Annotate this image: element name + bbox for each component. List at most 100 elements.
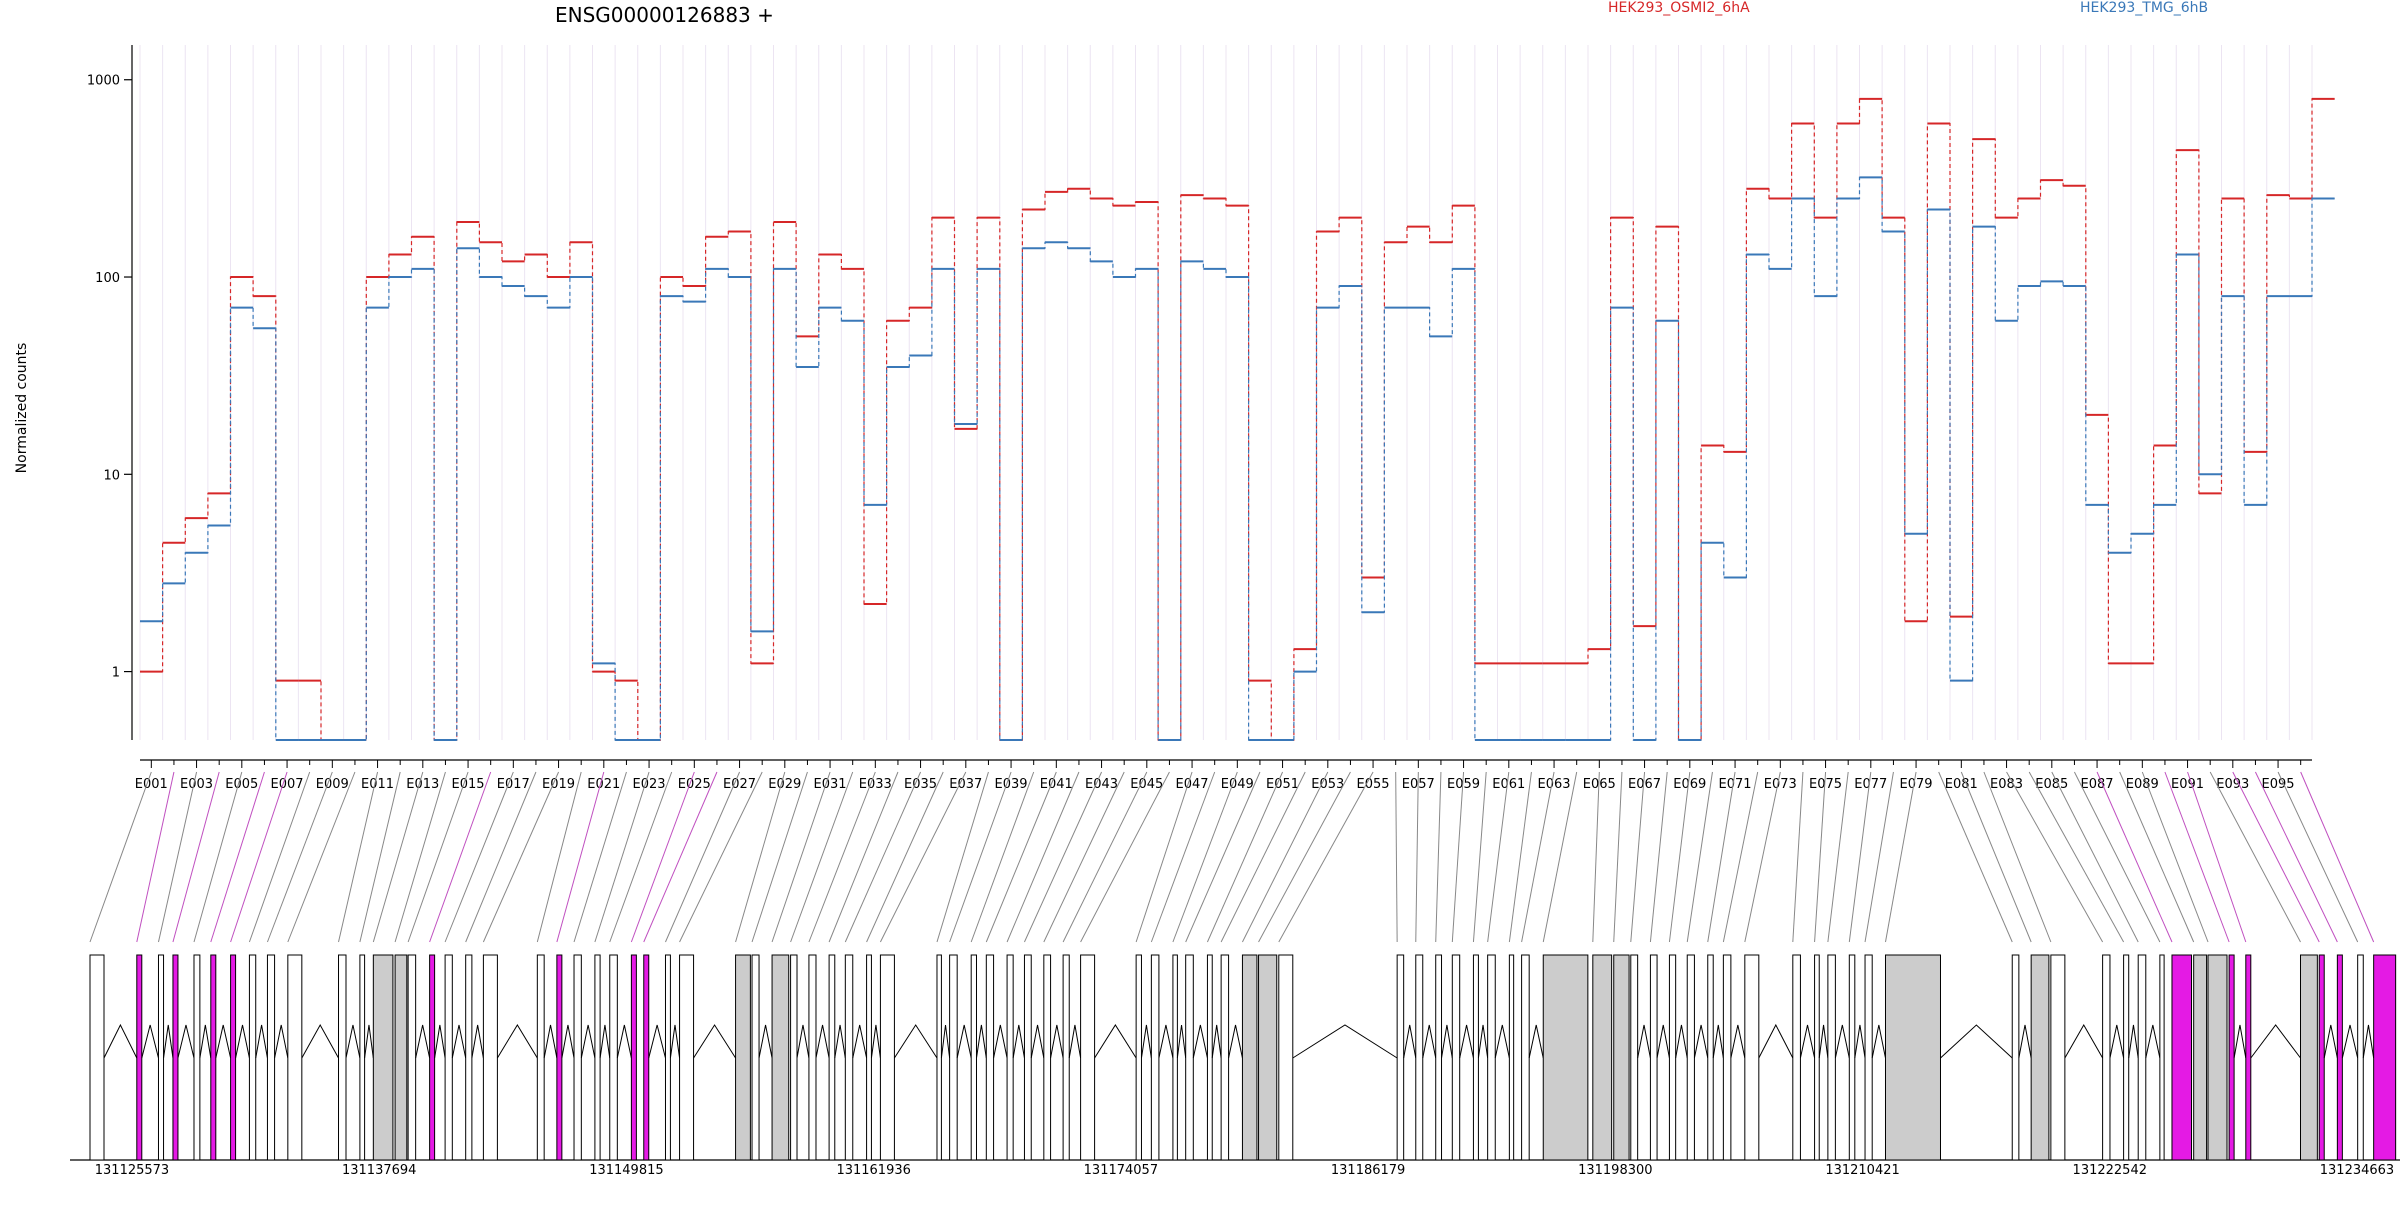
exon-tick-label: E083 <box>1990 777 2023 792</box>
exon-tick-label: E031 <box>814 777 847 792</box>
exon-connector <box>136 771 175 943</box>
exon-connectors <box>89 771 2375 943</box>
exon-box <box>1220 954 1230 1161</box>
exon-connector <box>879 771 967 943</box>
intron-connector <box>255 1024 268 1059</box>
exon-connector <box>482 771 560 943</box>
intron-connector <box>2128 1024 2139 1059</box>
exon-box <box>536 954 545 1161</box>
exon-box <box>1396 954 1405 1161</box>
exon-box <box>2245 954 2252 1161</box>
exon-box <box>1080 954 1096 1161</box>
exon-connector <box>1006 771 1080 943</box>
exon-connector <box>751 771 808 943</box>
exon-box <box>985 954 995 1161</box>
y-axis-label: Normalized counts <box>14 343 30 474</box>
intron-connector <box>301 1023 339 1059</box>
exon-connector <box>1435 771 1442 943</box>
exon-box <box>136 954 143 1161</box>
exon-tick-label: E021 <box>587 777 620 792</box>
series-1 <box>140 176 2335 741</box>
exon-box <box>248 954 257 1161</box>
exon-tick-label: E003 <box>180 777 213 792</box>
exon-connector <box>735 771 786 943</box>
exon-box <box>2318 954 2325 1161</box>
chart-title: ENSG00000126883 + <box>555 3 774 27</box>
exon-connector <box>828 771 899 943</box>
exon-connector <box>1686 771 1713 943</box>
exon-connector <box>1395 771 1398 943</box>
exon-box <box>609 954 618 1161</box>
intron-connector <box>345 1024 361 1059</box>
exon-connector <box>1521 771 1555 943</box>
exon-connector <box>1960 771 2032 943</box>
exon-box <box>157 954 165 1161</box>
legend-series-osmi2: HEK293_OSMI2_6hA <box>1608 0 1750 16</box>
intron-connector <box>103 1023 138 1059</box>
exon-connector <box>2232 771 2320 943</box>
intron-connector <box>1834 1024 1850 1059</box>
exon-box <box>266 954 276 1161</box>
exon-tick-label: E053 <box>1311 777 1344 792</box>
exon-box <box>1451 954 1461 1161</box>
exon-box <box>2336 954 2343 1161</box>
exon-connector <box>230 771 288 943</box>
exon-box <box>338 954 347 1161</box>
exon-box <box>372 954 394 1161</box>
exon-connector <box>1722 771 1759 943</box>
exon-connector <box>949 771 1012 943</box>
intron-connector <box>599 1024 611 1059</box>
intron-connector <box>1693 1024 1709 1059</box>
exon-connector <box>2254 771 2338 943</box>
exon-box <box>1135 954 1142 1161</box>
exon-connector <box>844 771 922 943</box>
exon-tick-label: E015 <box>452 777 485 792</box>
exon-box <box>1062 954 1070 1161</box>
intron-connector <box>893 1024 938 1059</box>
genomic-coordinate-label: 131186179 <box>1331 1163 1405 1178</box>
exon-box <box>808 954 817 1161</box>
exon-box <box>359 954 366 1161</box>
intron-connector <box>1094 1024 1137 1059</box>
exon-box <box>1508 954 1515 1161</box>
intron-connector <box>693 1024 736 1059</box>
exon-box <box>2159 954 2165 1161</box>
exon-tick-label: E025 <box>678 777 711 792</box>
intron-connector <box>451 1024 467 1059</box>
genomic-coordinate-label: 131210421 <box>1825 1163 1899 1178</box>
exon-box <box>482 954 498 1161</box>
exon-box <box>1006 954 1014 1161</box>
intron-connector <box>815 1024 830 1059</box>
exon-connector <box>609 771 673 943</box>
intron-connector <box>1656 1024 1670 1059</box>
exon-connector <box>985 771 1057 943</box>
exon-box <box>2102 954 2111 1161</box>
intron-connector <box>415 1024 431 1059</box>
y-tick-label: 100 <box>95 271 120 286</box>
intron-connector <box>543 1024 558 1059</box>
intron-connector <box>1422 1024 1437 1059</box>
intron-connector <box>471 1024 484 1059</box>
gene-model <box>70 954 2400 1161</box>
exon-tick-label: E069 <box>1673 777 1706 792</box>
exon-connector <box>2119 771 2195 943</box>
exon-connector <box>594 771 650 943</box>
y-tick-label: 10 <box>103 468 120 483</box>
exon-tick-label: E077 <box>1854 777 1887 792</box>
exon-tick-label: E067 <box>1628 777 1661 792</box>
exon-box <box>1185 954 1194 1161</box>
intron-connector <box>1140 1024 1152 1059</box>
exon-box <box>2171 954 2193 1161</box>
exon-tick-label: E075 <box>1809 777 1842 792</box>
intron-connector <box>1712 1024 1724 1059</box>
exon-box <box>394 954 408 1161</box>
intron-connector <box>177 1024 195 1059</box>
exon-connector <box>444 771 514 943</box>
exon-box <box>1722 954 1732 1161</box>
intron-connector <box>2323 1024 2338 1059</box>
exon-tick-label: E081 <box>1945 777 1978 792</box>
exon-connector <box>1707 771 1736 943</box>
intron-connector <box>1675 1024 1688 1059</box>
